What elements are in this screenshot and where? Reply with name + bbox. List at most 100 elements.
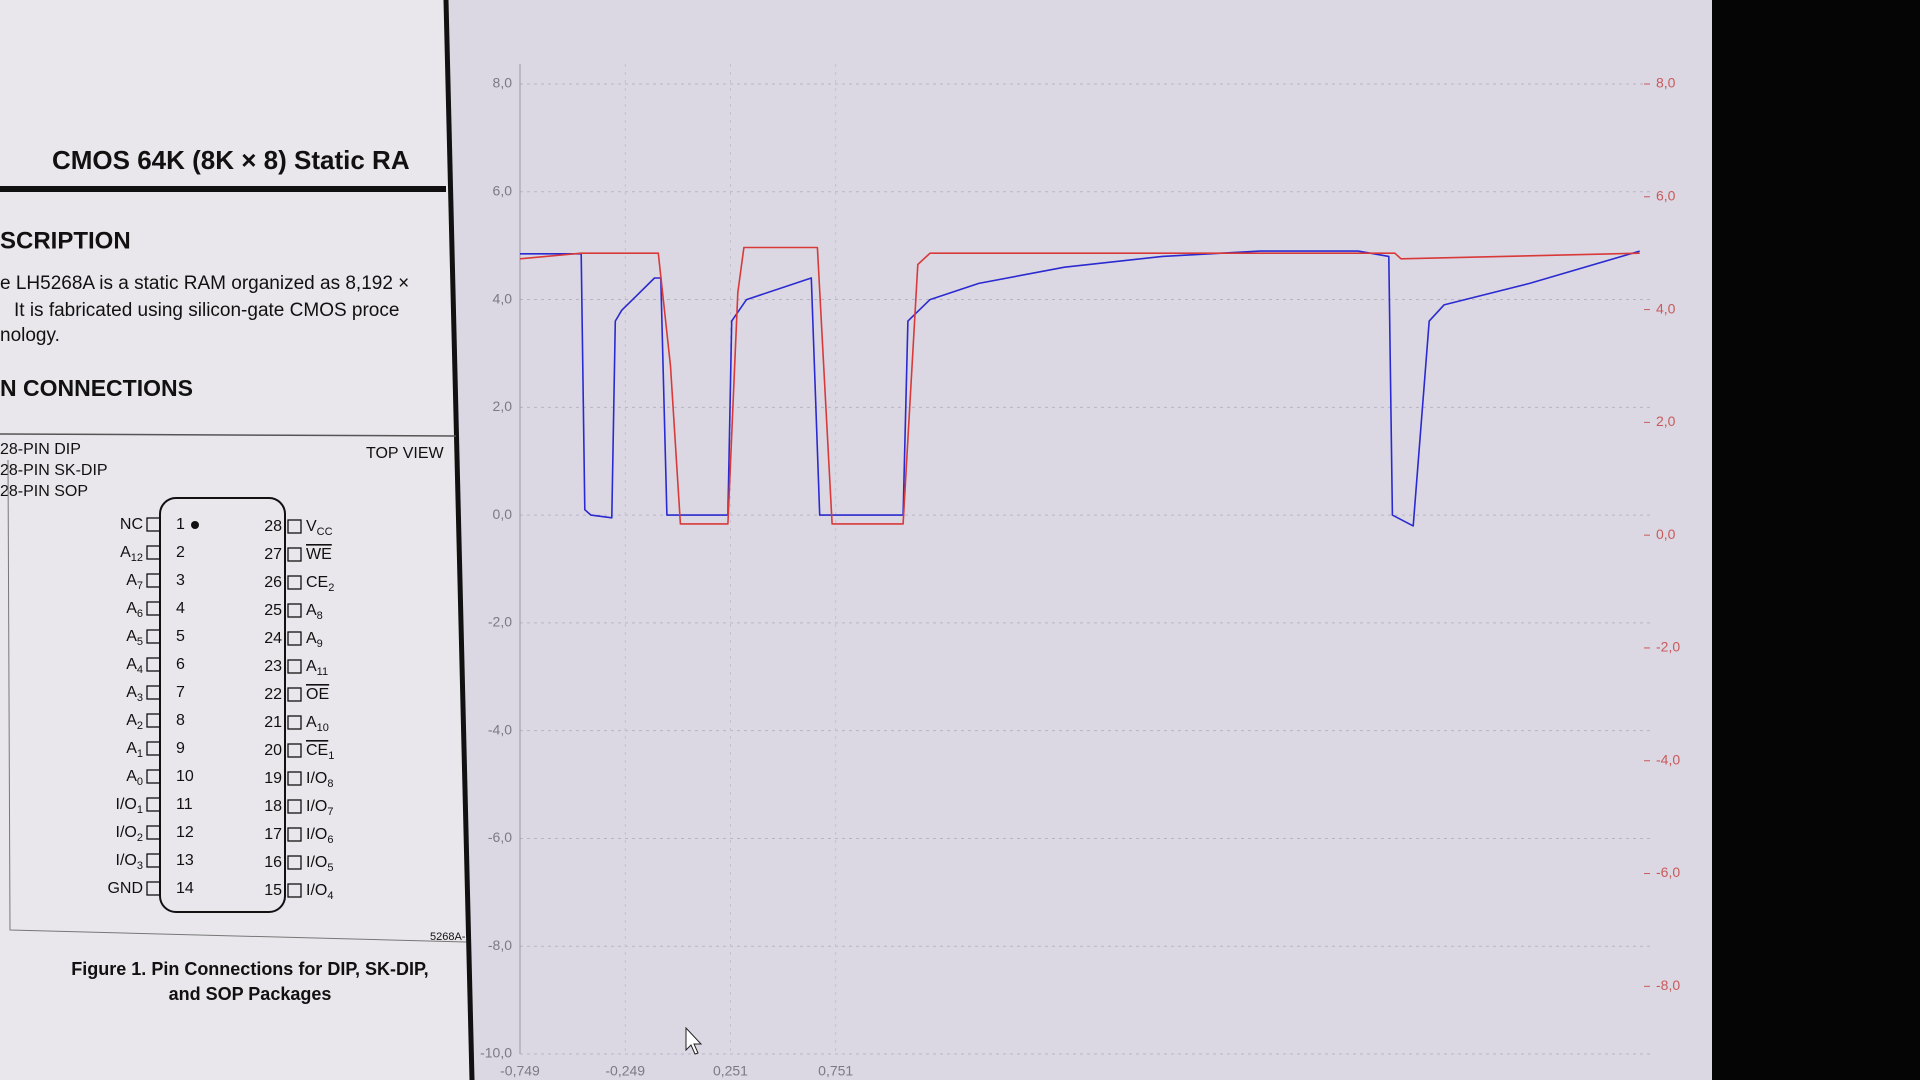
pin-name: CE2: [306, 574, 334, 594]
pin-name-text: I/O: [306, 826, 327, 843]
pin-name-text: A: [126, 572, 137, 589]
pin-number: 8: [176, 712, 185, 729]
pin-name-text: A: [126, 600, 137, 617]
pin-name: A10: [306, 714, 329, 734]
pin-name-text: GND: [107, 880, 143, 897]
y-tick-label: -6,0: [488, 829, 512, 845]
pin-number: 10: [176, 768, 194, 785]
pin-name: GND: [107, 880, 143, 897]
pin-box: [287, 519, 302, 534]
pin-number: 25: [264, 602, 282, 619]
pin-name: I/O6: [306, 826, 333, 846]
pin-name: A11: [306, 658, 328, 678]
pin-box: [287, 547, 302, 562]
package-label: 28-PIN DIP: [0, 441, 81, 458]
pin-name: I/O5: [306, 854, 333, 874]
pin-number: 4: [176, 600, 185, 617]
chip-outline: [159, 497, 286, 913]
y2-tick-label: -4,0: [1656, 751, 1680, 767]
description-line: nology.: [0, 325, 60, 346]
pin-name-text: A: [306, 630, 317, 647]
pin-number: 19: [264, 770, 282, 787]
pin-number: 20: [264, 742, 282, 759]
pin-number: 24: [264, 630, 282, 647]
pin-number: 7: [176, 684, 185, 701]
pin-name: A7: [126, 572, 143, 592]
pin-name-text: A: [126, 656, 137, 673]
pin-name-text: A: [306, 714, 317, 731]
pin-name-text: NC: [120, 516, 143, 533]
section-heading: N CONNECTIONS: [0, 375, 193, 401]
pin-name-text: A: [120, 544, 131, 561]
pin-name-text: A: [306, 602, 317, 619]
pin-subscript: 10: [317, 722, 329, 734]
pin-number: 5: [176, 628, 185, 645]
pin-name: CE1: [306, 742, 334, 762]
pin-number: 18: [264, 798, 282, 815]
pin-name: NC: [120, 516, 143, 533]
pin-box: [287, 799, 302, 814]
pin-name: WE: [306, 546, 332, 563]
pin-name-text: A: [306, 658, 317, 675]
pin-number: 23: [264, 658, 282, 675]
pin-name-text: I/O: [116, 824, 137, 841]
pin-name-text: CE: [306, 742, 328, 759]
pin-number: 26: [264, 574, 282, 591]
pin-name: I/O3: [116, 852, 143, 872]
y2-tick-label: 8,0: [1656, 75, 1676, 91]
pin-subscript: 12: [131, 552, 143, 564]
section-rule: [0, 433, 457, 437]
pin-name-text: I/O: [306, 798, 327, 815]
pin-box: [146, 797, 161, 812]
pin-subscript: 3: [137, 860, 143, 872]
pin-name-text: A: [126, 768, 137, 785]
pin-name: I/O8: [306, 770, 333, 790]
pin-number: 9: [176, 740, 185, 757]
pin-number: 14: [176, 880, 194, 897]
pin-number: 27: [264, 546, 282, 563]
pin-number: 17: [264, 826, 282, 843]
pin-box: [146, 853, 161, 868]
pin-name-text: OE: [306, 686, 329, 703]
x-tick-label: 0,751: [818, 1063, 853, 1079]
section-heading: SCRIPTION: [0, 227, 131, 254]
pin-name: VCC: [306, 518, 333, 538]
pin-name-text: I/O: [116, 796, 137, 813]
pin-number: 12: [176, 824, 194, 841]
pin-box: [146, 573, 161, 588]
pin-box: [287, 743, 302, 758]
pin-box: [146, 517, 161, 532]
y2-tick-label: -6,0: [1656, 864, 1680, 880]
x-tick-label: -0,749: [500, 1063, 540, 1079]
pin-name: A0: [126, 768, 143, 788]
y2-tick-label: 4,0: [1656, 300, 1676, 316]
pin-name-text: CE: [306, 574, 328, 591]
description-line: It is fabricated using silicon-gate CMOS…: [14, 300, 399, 321]
y2-tick-label: 6,0: [1656, 187, 1676, 203]
pin-name: A6: [126, 600, 143, 620]
figure-caption: and SOP Packages: [169, 984, 332, 1004]
pin-box: [287, 659, 302, 674]
pin-number: 15: [264, 882, 282, 899]
pin-name-text: WE: [306, 546, 332, 563]
pin-box: [287, 827, 302, 842]
pin-name-text: A: [126, 684, 137, 701]
pin-box: [146, 741, 161, 756]
trace: [520, 250, 1640, 527]
pin-subscript: 0: [137, 776, 143, 788]
pin-number: 22: [264, 686, 282, 703]
pin-subscript: 5: [327, 862, 333, 874]
pin-subscript: 1: [328, 750, 334, 762]
pin-box: [287, 771, 302, 786]
pin-subscript: 2: [137, 832, 143, 844]
pin-name-text: A: [126, 712, 137, 729]
pin-name: OE: [306, 686, 329, 703]
y-tick-label: 0,0: [493, 506, 513, 522]
pin-box: [146, 685, 161, 700]
pin-box: [146, 881, 161, 896]
pin-subscript: 4: [137, 664, 143, 676]
x-tick-label: -0,249: [605, 1063, 645, 1079]
pin-name: A2: [126, 712, 143, 732]
pin-subscript: 5: [137, 636, 143, 648]
x-tick-label: 0,251: [713, 1063, 748, 1079]
